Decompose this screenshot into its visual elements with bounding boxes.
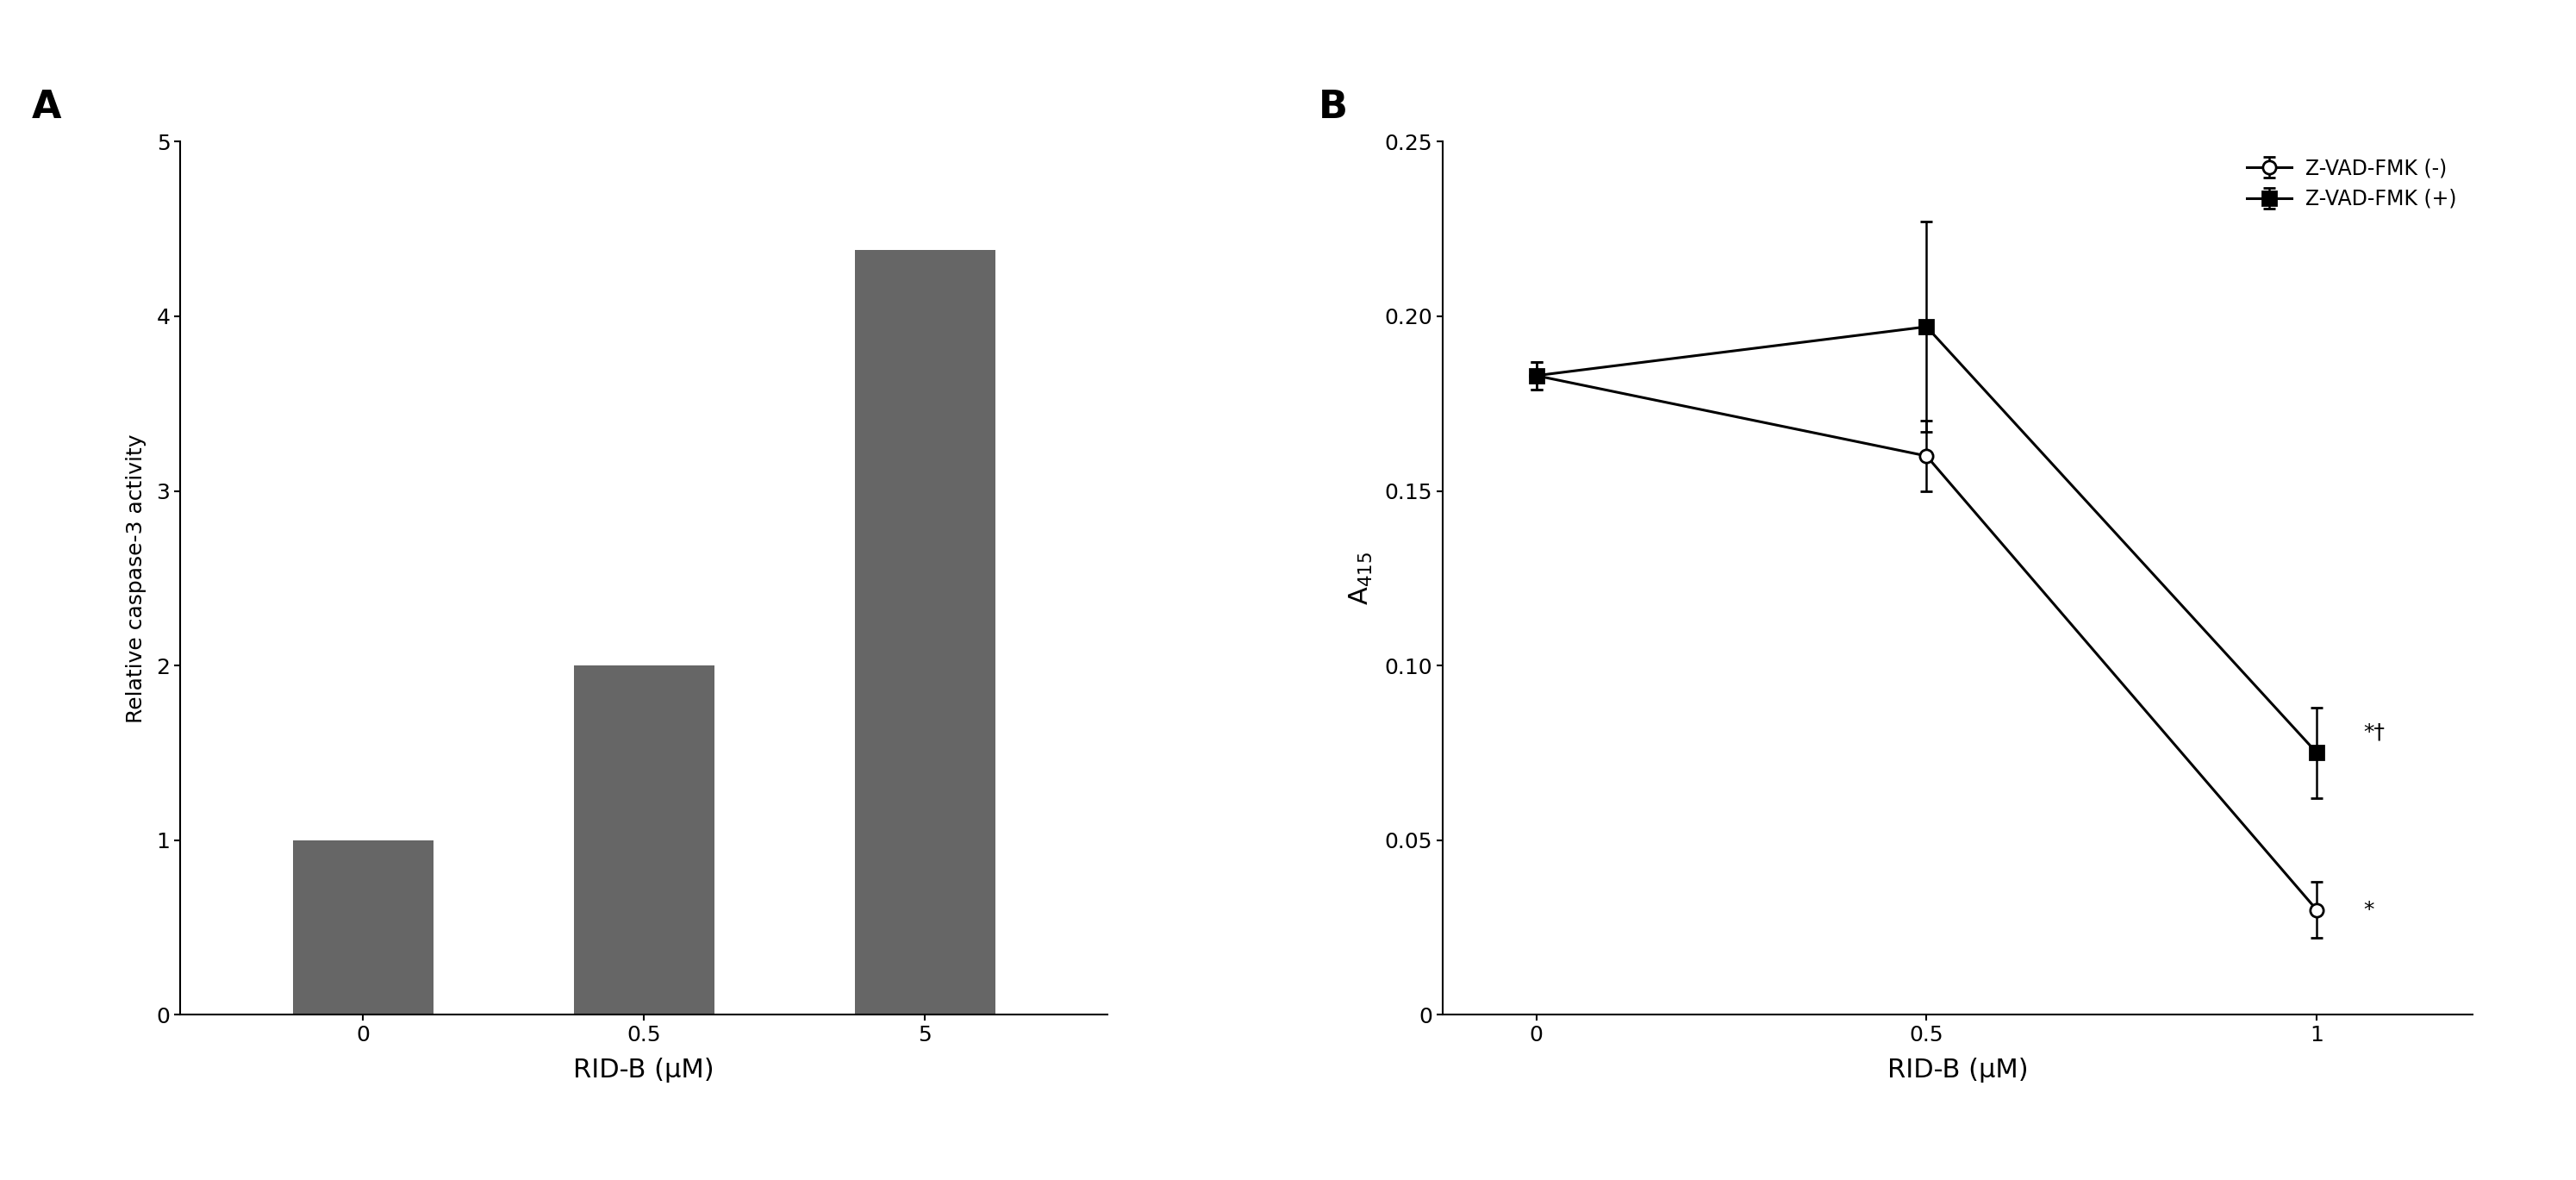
Y-axis label: Relative caspase-3 activity: Relative caspase-3 activity — [126, 433, 147, 723]
X-axis label: RID-B (μM): RID-B (μM) — [1888, 1057, 2027, 1082]
Bar — [294, 840, 433, 1015]
Text: *: * — [2365, 899, 2375, 920]
Text: *†: *† — [2365, 721, 2385, 742]
Legend: Z-VAD-FMK (-), Z-VAD-FMK (+): Z-VAD-FMK (-), Z-VAD-FMK (+) — [2241, 152, 2463, 216]
Text: B: B — [1319, 90, 1347, 126]
Bar — [855, 250, 994, 1015]
Y-axis label: A$_{415}$: A$_{415}$ — [1347, 551, 1376, 605]
Bar — [574, 666, 714, 1015]
X-axis label: RID-B (μM): RID-B (μM) — [574, 1057, 714, 1082]
Text: A: A — [31, 90, 62, 126]
